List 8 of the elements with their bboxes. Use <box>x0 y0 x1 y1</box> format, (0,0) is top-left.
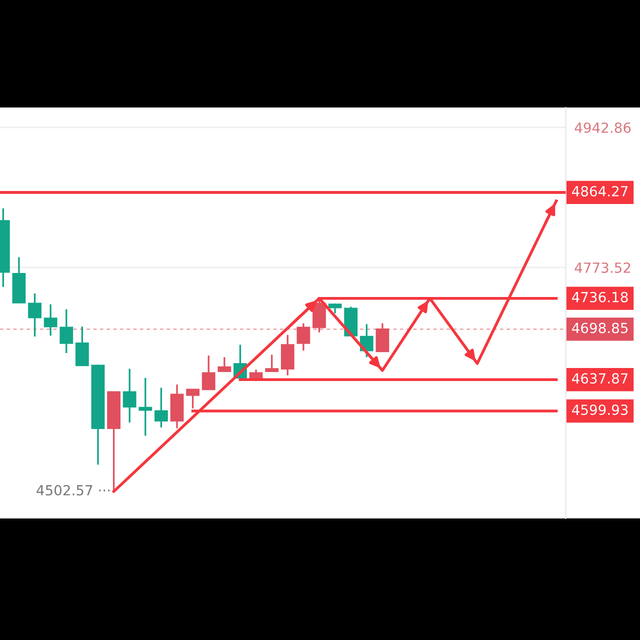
ref-line-label: 4698.85 <box>572 322 628 334</box>
y-tick-label: 4773.52 <box>574 262 630 273</box>
data-label: 4599.93 <box>572 404 628 416</box>
annotation: 4502.57 ··· <box>36 485 110 496</box>
ref-line-label: 4864.27 <box>572 186 628 196</box>
data-label: 4736.18 <box>572 292 628 302</box>
y-tick-label: 4942.86 <box>574 122 631 133</box>
data-label: 4637.87 <box>572 373 628 384</box>
